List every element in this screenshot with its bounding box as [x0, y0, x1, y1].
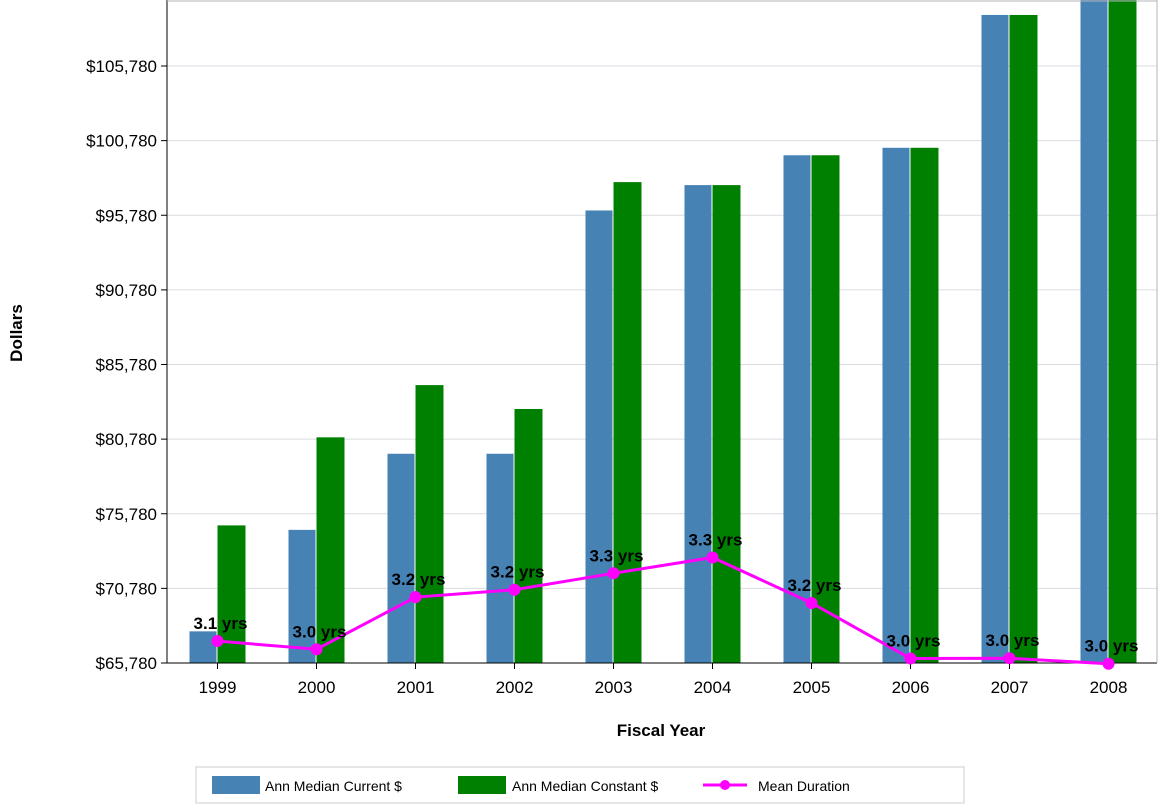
bar-constant-2005 — [811, 155, 840, 663]
legend-box — [195, 766, 965, 804]
x-tick-label: 2000 — [298, 678, 336, 697]
legend-marker — [720, 780, 730, 790]
x-tick-label: 2007 — [991, 678, 1029, 697]
mean-duration-polyline — [217, 555, 1109, 666]
mean-duration-label-2001: 3.2 yrs — [392, 570, 446, 589]
legend: Ann Median Current $ Ann Median Constant … — [195, 766, 965, 804]
x-axis-ticks: 1999 2000 2001 2002 2003 2004 2005 2006 2007 2008 — [199, 663, 1128, 697]
y-tick-label: $95,780 — [96, 206, 157, 225]
x-tick-label: 2005 — [793, 678, 831, 697]
mean-duration-label-2005: 3.2 yrs — [788, 576, 842, 595]
bar-current-2004 — [684, 185, 712, 663]
y-tick-label: $75,780 — [96, 505, 157, 524]
x-tick-label: 2001 — [397, 678, 435, 697]
legend-item: Mean Duration — [703, 778, 850, 794]
legend-item: Ann Median Constant $ — [458, 776, 659, 794]
x-tick-label: 2008 — [1090, 678, 1128, 697]
mean-duration-label-2003: 3.3 yrs — [590, 546, 644, 565]
mean-duration-point-2000 — [310, 643, 323, 656]
mean-duration-line — [211, 551, 1115, 670]
bar-constant-2004 — [712, 185, 741, 663]
mean-duration-point-2004 — [706, 551, 719, 564]
bar-constant-2006 — [910, 147, 939, 663]
y-axis-ticks: $65,780 $70,780 $75,780 $80,780 $85,780 $90,7… — [86, 57, 167, 673]
legend-swatch — [212, 776, 260, 794]
y-tick-label: $65,780 — [96, 654, 157, 673]
mean-duration-label-2004: 3.3 yrs — [689, 530, 743, 549]
mean-duration-label-2000: 3.0 yrs — [293, 622, 347, 641]
bar-current-2008 — [1080, 0, 1108, 664]
x-axis-title: Fiscal Year — [617, 721, 706, 740]
x-tick-label: 2002 — [496, 678, 534, 697]
mean-duration-label-2006: 3.0 yrs — [887, 632, 941, 651]
x-tick-label: 1999 — [199, 678, 237, 697]
bar-current-2000 — [288, 529, 316, 663]
bar-constant-2002 — [514, 408, 543, 663]
mean-duration-point-2001 — [409, 591, 422, 604]
bar-constant-2008 — [1108, 0, 1137, 664]
mean-duration-point-2005 — [805, 597, 818, 610]
mean-duration-label-2002: 3.2 yrs — [491, 563, 545, 582]
mean-duration-label-1999: 3.1 yrs — [194, 614, 248, 633]
bar-current-2003 — [585, 210, 613, 663]
data-labels: 3.1 yrs 3.0 yrs 3.2 yrs 3.2 yrs 3.3 yrs 3.3 y… — [194, 530, 1139, 655]
axes — [166, 0, 1158, 664]
y-tick-label: $105,780 — [86, 57, 157, 76]
legend-swatch — [458, 776, 506, 794]
legend-label: Mean Duration — [758, 778, 850, 794]
x-tick-label: 2003 — [595, 678, 633, 697]
y-tick-label: $90,780 — [96, 281, 157, 300]
legend-label: Ann Median Current $ — [265, 778, 402, 794]
x-tick-label: 2006 — [892, 678, 930, 697]
legend-item: Ann Median Current $ — [212, 776, 402, 794]
bar-constant-2001 — [415, 385, 444, 663]
bar-constant-2007 — [1009, 14, 1038, 664]
x-tick-label: 2004 — [694, 678, 732, 697]
y-axis-title: Dollars — [7, 304, 26, 362]
y-tick-label: $85,780 — [96, 356, 157, 375]
mean-duration-point-2006 — [904, 652, 917, 665]
mean-duration-point-2007 — [1003, 652, 1016, 665]
legend-label: Ann Median Constant $ — [512, 778, 659, 794]
bar-current-2005 — [783, 155, 811, 663]
mean-duration-point-2003 — [607, 567, 620, 580]
bar-current-2006 — [882, 147, 910, 663]
mean-duration-point-1999 — [211, 635, 224, 648]
bar-constant-2000 — [316, 437, 345, 663]
mean-duration-label-2007: 3.0 yrs — [986, 631, 1040, 650]
bar-current-2001 — [387, 453, 415, 663]
bar-constant-2003 — [613, 182, 642, 663]
bar-current-1999 — [189, 631, 217, 663]
mean-duration-point-2002 — [508, 583, 521, 596]
bar-current-2002 — [486, 453, 514, 663]
y-tick-label: $70,780 — [96, 579, 157, 598]
mean-duration-point-2008 — [1102, 657, 1115, 670]
mean-duration-label-2008: 3.0 yrs — [1085, 637, 1139, 656]
y-tick-label: $80,780 — [96, 430, 157, 449]
bar-current-2007 — [981, 14, 1009, 664]
bars — [189, 0, 1137, 664]
y-tick-label: $100,780 — [86, 132, 157, 151]
